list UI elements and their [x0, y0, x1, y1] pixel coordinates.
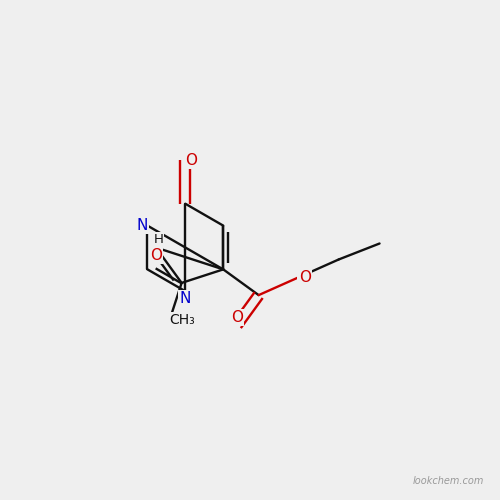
Text: CH₃: CH₃ — [170, 314, 195, 328]
Text: lookchem.com: lookchem.com — [412, 476, 484, 486]
Text: N: N — [136, 218, 147, 233]
Text: O: O — [298, 270, 310, 285]
Text: O: O — [150, 248, 162, 262]
Text: H: H — [154, 233, 164, 246]
Text: N: N — [180, 292, 191, 306]
Text: O: O — [231, 310, 243, 325]
Text: O: O — [186, 152, 198, 168]
